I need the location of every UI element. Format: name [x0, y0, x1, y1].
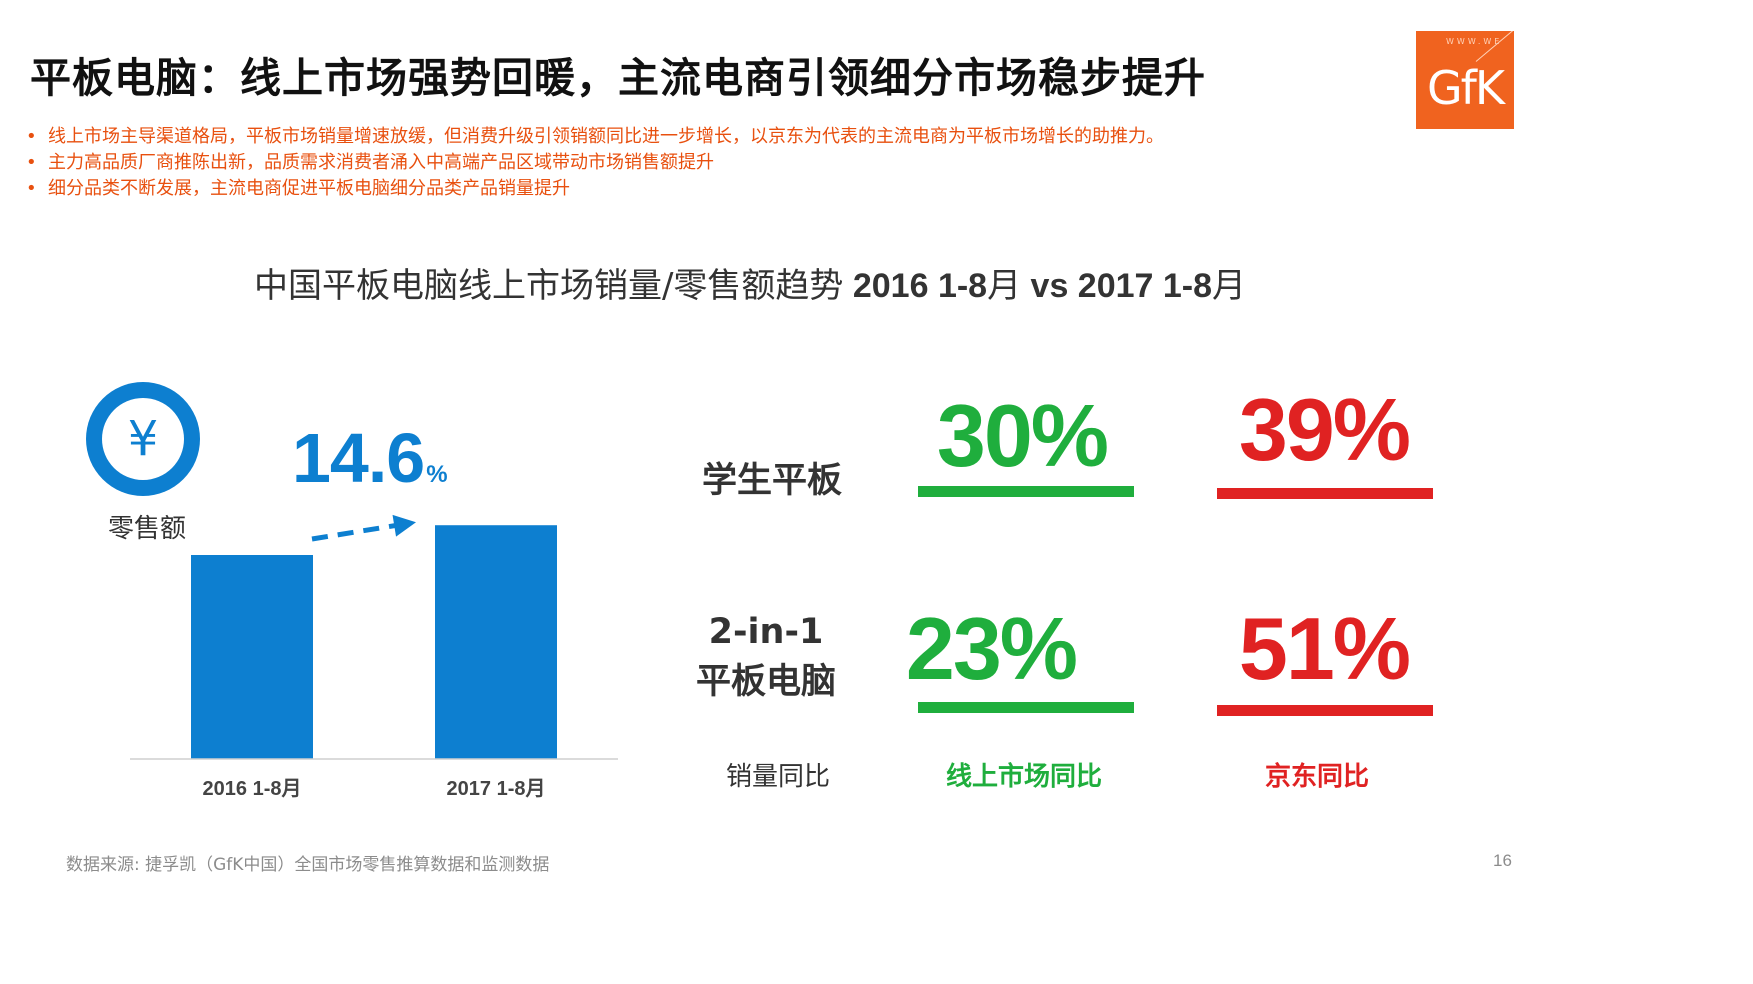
growth-unit: % — [426, 461, 448, 488]
bar-0 — [191, 555, 313, 759]
bullet-list: 线上市场主导渠道格局，平板市场销量增速放缓，但消费升级引领销额同比进一步增长，以… — [24, 124, 1164, 202]
growth-rate: 14.6% — [292, 418, 448, 498]
2in1-online-underline — [918, 702, 1134, 713]
x-tick-label: 2017 1-8月 — [447, 778, 546, 800]
row-label-line: 2-in-1 — [708, 612, 824, 652]
2in1-jd-underline — [1217, 705, 1433, 716]
row-label-student: 学生平板 — [682, 456, 862, 506]
chart-title-month-2: 月 — [1212, 266, 1247, 306]
slide-title: 平板电脑：线上市场强势回暖，主流电商引领细分市场稳步提升 — [30, 54, 1206, 102]
student-jd-yoy: 39% — [1238, 380, 1411, 479]
student-jd-underline — [1217, 488, 1433, 499]
gfk-logo: WWW.WE GfK — [1416, 31, 1514, 129]
x-tick-label: 2016 1-8月 — [203, 778, 302, 800]
sales-yoy-label: 销量同比 — [725, 762, 830, 792]
logo-decor-line — [1475, 31, 1514, 62]
bullet-item: 线上市场主导渠道格局，平板市场销量增速放缓，但消费升级引领销额同比进一步增长，以… — [24, 124, 1164, 150]
yen-icon-glyph: ¥ — [102, 398, 184, 480]
online-yoy-label: 线上市场同比 — [945, 762, 1102, 792]
2in1-jd-yoy: 51% — [1238, 599, 1411, 698]
yen-icon: ¥ — [86, 382, 200, 496]
retail-label: 零售额 — [107, 514, 186, 544]
chart-title-month-1: 月 — [987, 266, 1022, 306]
student-online-yoy: 30% — [936, 386, 1109, 485]
jd-yoy-label: 京东同比 — [1264, 762, 1369, 792]
chart-title-prefix: 中国平板电脑线上市场销量/零售额趋势 — [253, 266, 844, 306]
growth-value: 14.6 — [292, 419, 425, 497]
page-number: 16 — [1493, 851, 1512, 870]
chart-title: 中国平板电脑线上市场销量/零售额趋势 2016 1-8月 vs 2017 1-8… — [0, 258, 1500, 307]
student-online-underline — [918, 486, 1134, 497]
logo-text: GfK — [1426, 61, 1505, 115]
retail-bar-chart: 2016 1-8月 2017 1-8月 — [130, 514, 618, 800]
growth-arrow-head — [392, 514, 416, 537]
row-label-line: 学生平板 — [701, 461, 842, 501]
bullet-item: 主力高品质厂商推陈出新，品质需求消费者涌入中高端产品区域带动市场销售额提升 — [24, 150, 1164, 176]
logo-www-text: WWW.WE — [1446, 37, 1503, 46]
2in1-online-yoy: 23% — [905, 599, 1078, 698]
row-label-2in1: 2-in-1 平板电脑 — [676, 607, 856, 707]
data-source: 数据来源: 捷孚凯（GfK中国）全国市场零售推算数据和监测数据 — [66, 855, 550, 875]
chart-title-period-2016: 2016 1-8 — [843, 267, 988, 305]
growth-arrow-line — [311, 521, 403, 542]
bullet-item: 细分品类不断发展，主流电商促进平板电脑细分品类产品销量提升 — [24, 176, 1164, 202]
chart-title-period-2017: vs 2017 1-8 — [1021, 267, 1213, 305]
bar-1 — [435, 525, 557, 759]
row-label-line: 平板电脑 — [695, 662, 836, 702]
